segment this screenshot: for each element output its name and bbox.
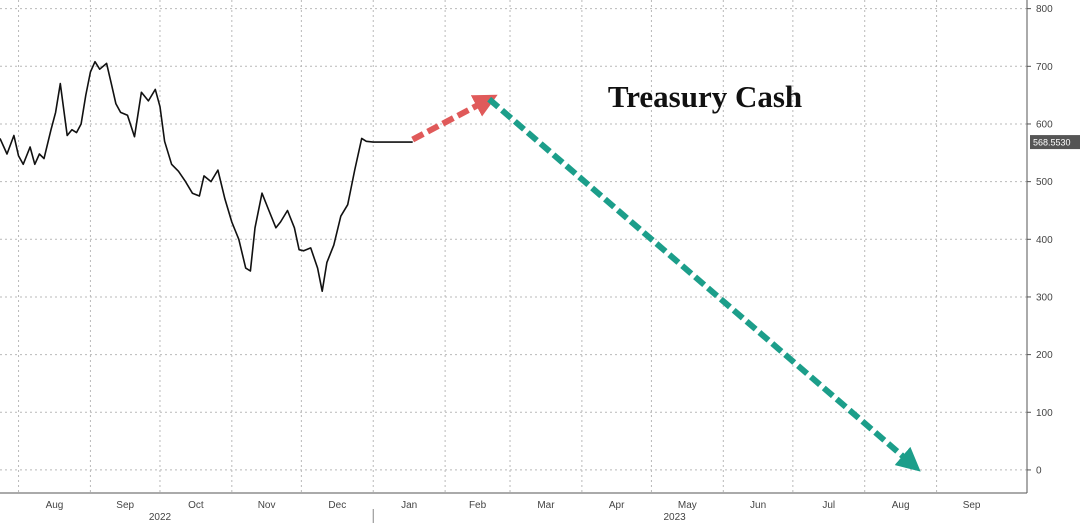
- x-tick-label: Oct: [188, 500, 204, 511]
- y-tick-label: 100: [1036, 408, 1053, 419]
- y-tick-label: 700: [1036, 62, 1053, 73]
- x-tick-label: Dec: [328, 500, 346, 511]
- year-label: 2023: [663, 512, 686, 523]
- teal-projection-arrow: [487, 96, 921, 472]
- x-tick-label: Sep: [116, 500, 134, 511]
- year-label: 2022: [149, 512, 172, 523]
- y-tick-label: 800: [1036, 4, 1053, 15]
- x-tick-label: Feb: [469, 500, 487, 511]
- x-tick-label: Apr: [609, 500, 625, 511]
- grid: [0, 0, 1027, 493]
- series-layer: [0, 60, 413, 293]
- y-tick-label: 600: [1036, 119, 1053, 130]
- plot-background: [0, 0, 1027, 493]
- x-tick-label: Jun: [750, 500, 766, 511]
- x-tick-label: Aug: [46, 500, 64, 511]
- x-tick-label: Mar: [537, 500, 555, 511]
- red-projection-arrow: [411, 94, 498, 143]
- x-tick-label: Jul: [822, 500, 835, 511]
- last-value-badge: [1030, 135, 1080, 150]
- y-tick-label: 200: [1036, 350, 1053, 361]
- annotations: [411, 94, 921, 472]
- x-tick-label: May: [678, 500, 697, 511]
- x-tick-label: Jan: [401, 500, 417, 511]
- y-tick-label: 500: [1036, 177, 1053, 188]
- y-tick-label: 300: [1036, 292, 1053, 303]
- x-tick-label: Nov: [258, 500, 276, 511]
- y-tick-label: 0: [1036, 465, 1042, 476]
- treasury-cash-series-line: [0, 60, 413, 293]
- last-value-label: 568.5530: [1033, 138, 1071, 148]
- y-tick-label: 400: [1036, 235, 1053, 246]
- chart-title: Treasury Cash: [608, 79, 802, 114]
- x-tick-label: Sep: [963, 500, 981, 511]
- x-tick-label: Aug: [892, 500, 910, 511]
